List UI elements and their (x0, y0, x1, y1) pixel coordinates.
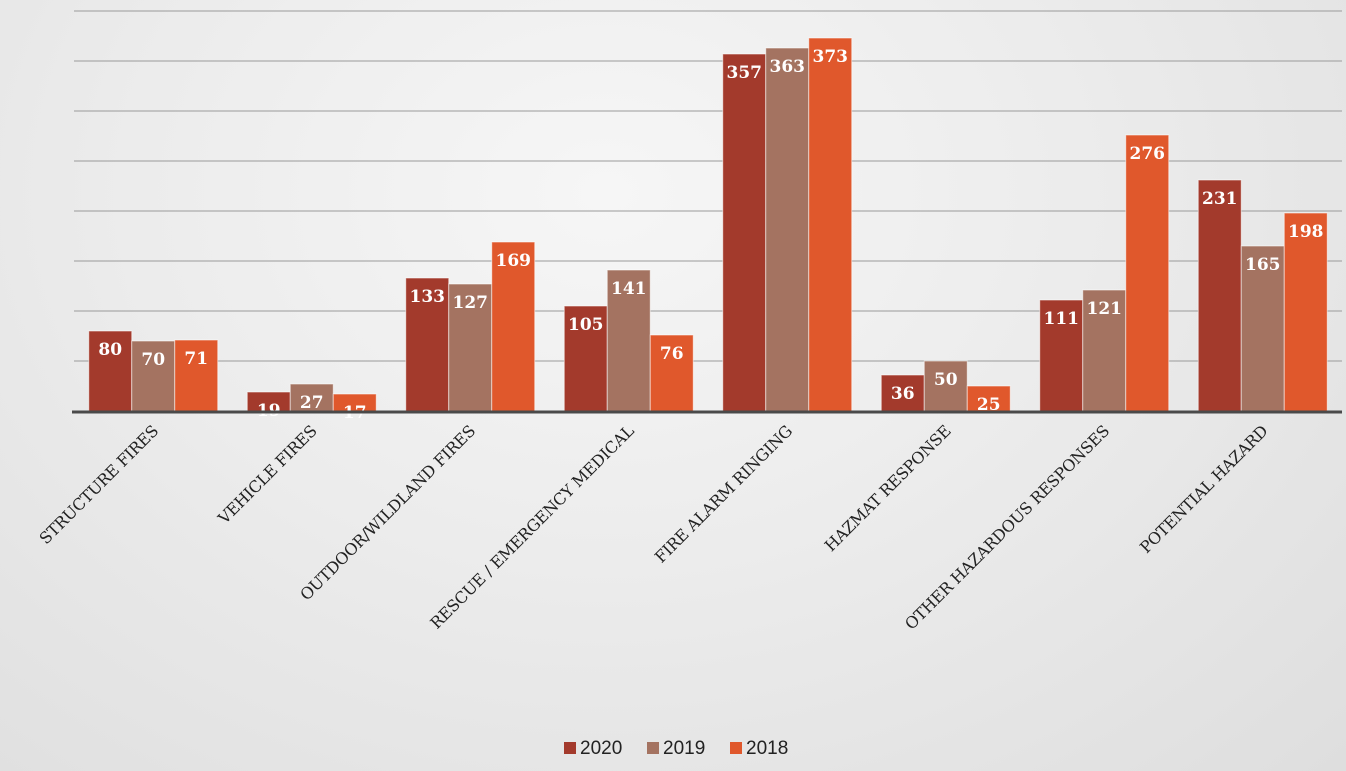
data-label: 357 (727, 63, 763, 83)
legend-label: 2019 (663, 738, 705, 759)
data-label: 50 (934, 370, 958, 390)
data-label: 141 (611, 279, 647, 299)
category-label: OUTDOOR/WILDLAND FIRES (296, 421, 479, 604)
legend-swatch-2019 (647, 742, 659, 754)
legend-label: 2020 (580, 738, 622, 759)
data-label: 127 (453, 293, 489, 313)
category-label: STRUCTURE FIRES (36, 421, 163, 548)
data-label: 105 (568, 315, 604, 335)
legend-swatch-2020 (564, 742, 576, 754)
bar-2018-6 (1126, 135, 1169, 411)
data-label: 363 (770, 57, 806, 77)
data-label: 165 (1245, 255, 1281, 275)
bar-2018-4 (809, 38, 852, 411)
data-label: 70 (141, 350, 165, 370)
bar-2018-7 (1284, 213, 1327, 411)
data-label: 71 (184, 349, 208, 369)
category-label: VEHICLE FIRES (214, 421, 321, 528)
legend-label: 2018 (746, 738, 788, 759)
category-label: HAZMAT RESPONSE (821, 421, 955, 555)
data-label: 231 (1202, 189, 1238, 209)
bar-2020-7 (1198, 180, 1241, 411)
data-label: 121 (1087, 299, 1123, 319)
data-label: 276 (1130, 144, 1166, 164)
data-label: 373 (813, 47, 849, 67)
bar-2020-4 (723, 54, 766, 411)
data-label: 198 (1288, 222, 1324, 242)
data-label: 111 (1044, 309, 1080, 329)
data-label: 36 (891, 384, 915, 404)
category-label: FIRE ALARM RINGING (651, 421, 796, 566)
bars (89, 38, 1328, 411)
category-label: POTENTIAL HAZARD (1136, 421, 1272, 557)
data-label: 80 (98, 340, 122, 360)
data-label: 169 (496, 251, 532, 271)
data-label: 27 (300, 393, 324, 413)
bar-2019-4 (766, 48, 809, 411)
legend-swatch-2018 (730, 742, 742, 754)
data-label: 133 (410, 287, 446, 307)
data-label: 76 (660, 344, 684, 364)
legend: 2020 2019 2018 (564, 738, 788, 759)
category-labels: STRUCTURE FIRES VEHICLE FIRESOUTDOOR/WILD… (36, 421, 1272, 634)
